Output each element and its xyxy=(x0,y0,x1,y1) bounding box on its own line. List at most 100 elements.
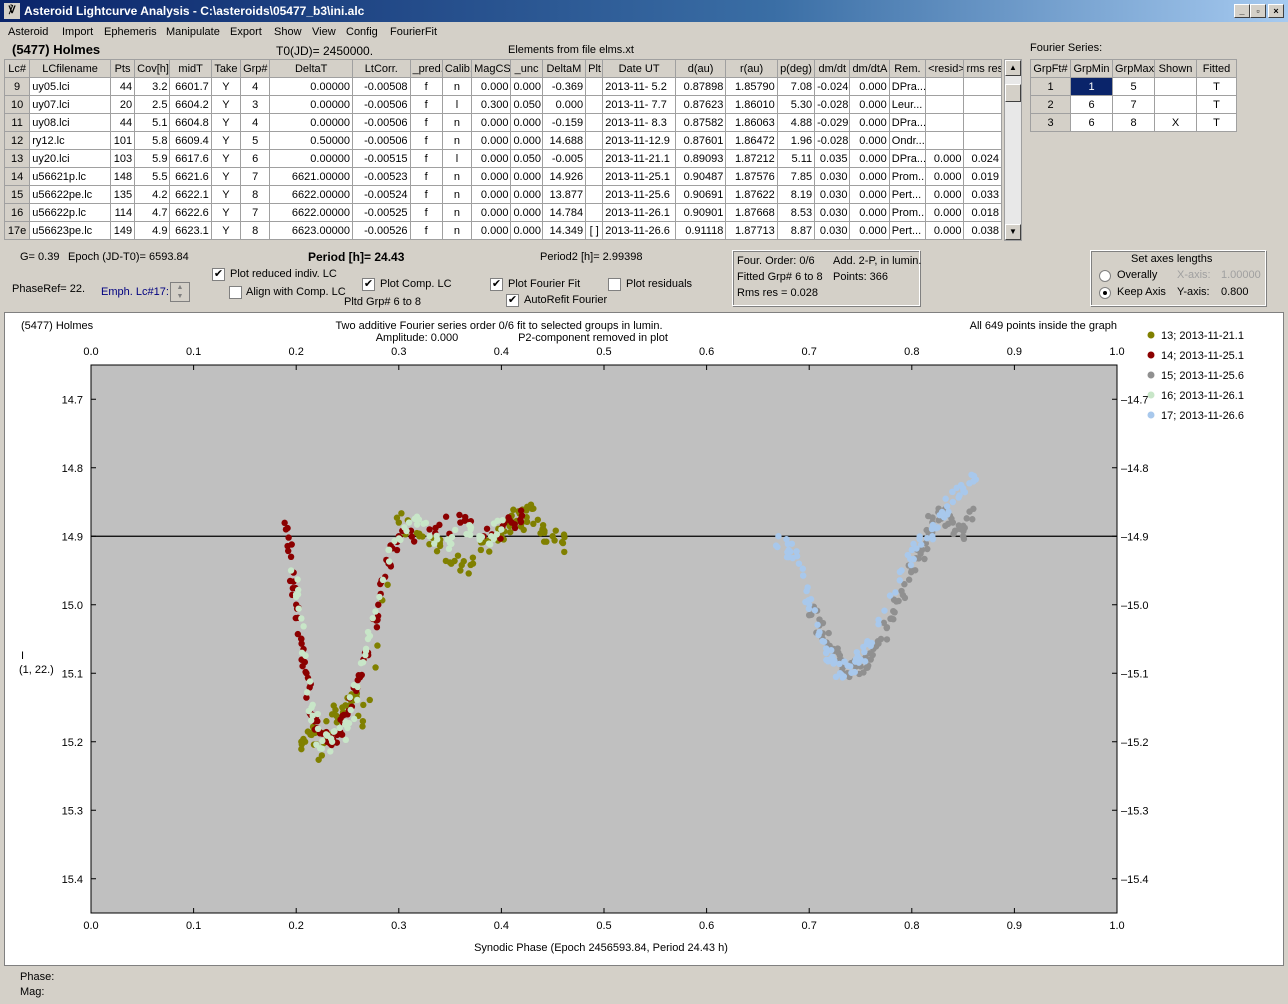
emph-spinner[interactable]: ▲ ▼ xyxy=(170,282,190,302)
lc-cell[interactable]: 1.86063 xyxy=(725,113,778,132)
lc-cell[interactable]: 0.000 xyxy=(925,167,965,186)
lc-cell[interactable]: f xyxy=(409,131,443,150)
lc-cell[interactable]: -0.00515 xyxy=(352,149,411,168)
lc-cell[interactable]: 0.00000 xyxy=(269,113,354,132)
lc-cell[interactable]: 1.85790 xyxy=(725,77,778,96)
lc-cell[interactable]: 5.1 xyxy=(134,113,171,132)
lc-cell[interactable]: DPra... xyxy=(888,113,927,132)
lc-col-header[interactable]: _unc xyxy=(510,59,543,78)
lc-cell[interactable]: 0.000 xyxy=(510,185,543,204)
lc-cell[interactable]: 7 xyxy=(240,203,271,222)
menu-config[interactable]: Config xyxy=(346,26,378,38)
lc-cell[interactable]: 0.000 xyxy=(925,185,965,204)
lc-col-header[interactable]: LtCorr. xyxy=(352,59,411,78)
lc-cell[interactable]: -0.028 xyxy=(814,131,851,150)
lc-row-header[interactable]: 15 xyxy=(4,185,31,204)
lc-cell[interactable]: f xyxy=(409,221,443,240)
lc-cell[interactable]: 44 xyxy=(109,77,136,96)
plot-residuals-checkbox[interactable] xyxy=(608,278,621,291)
lc-cell[interactable]: Ondr... xyxy=(888,131,927,150)
lc-cell[interactable]: 6622.1 xyxy=(169,185,212,204)
lc-cell[interactable]: ry12.lc xyxy=(29,131,111,150)
lc-cell[interactable] xyxy=(925,77,965,96)
lc-col-header[interactable]: d(au) xyxy=(674,59,727,78)
lc-cell[interactable]: 114 xyxy=(109,203,136,222)
scroll-down-icon[interactable]: ▼ xyxy=(1005,224,1021,240)
lc-table-scrollbar[interactable]: ▲ ▼ xyxy=(1004,59,1022,241)
lc-cell[interactable] xyxy=(585,167,604,186)
lc-cell[interactable]: 0.000 xyxy=(849,203,890,222)
keep-axis-radio[interactable] xyxy=(1099,287,1111,299)
lc-cell[interactable]: n xyxy=(441,77,473,96)
lc-cell[interactable]: 1.87713 xyxy=(725,221,778,240)
lc-cell[interactable]: 0.024 xyxy=(963,149,1002,168)
fourier-row-header[interactable]: 1 xyxy=(1030,77,1071,96)
lc-cell[interactable]: 0.000 xyxy=(471,113,512,132)
lc-cell[interactable]: -0.024 xyxy=(814,77,851,96)
lc-cell[interactable]: 4.7 xyxy=(134,203,171,222)
lc-cell[interactable]: -0.00524 xyxy=(352,185,411,204)
lc-cell[interactable]: Prom... xyxy=(888,203,927,222)
lc-row-header[interactable]: 11 xyxy=(4,113,31,132)
lc-cell[interactable]: 2013-11-26.6 xyxy=(602,221,676,240)
lc-cell[interactable] xyxy=(585,113,604,132)
lc-cell[interactable]: 2013-11-12.9 xyxy=(602,131,676,150)
lc-cell[interactable]: 0.000 xyxy=(925,149,965,168)
lc-col-header[interactable]: rms res xyxy=(963,59,1002,78)
lc-cell[interactable]: 1.96 xyxy=(776,131,816,150)
lc-cell[interactable]: 0.87601 xyxy=(674,131,727,150)
lc-col-header[interactable]: dm/dt xyxy=(814,59,851,78)
lc-col-header[interactable]: MagCS xyxy=(471,59,512,78)
lc-col-header[interactable]: midT xyxy=(169,59,212,78)
overally-radio[interactable] xyxy=(1099,270,1111,282)
lc-col-header[interactable]: r(au) xyxy=(725,59,778,78)
lc-cell[interactable]: 0.000 xyxy=(849,149,890,168)
lc-cell[interactable]: [ ] xyxy=(585,221,604,240)
lc-cell[interactable]: 4.9 xyxy=(134,221,171,240)
lc-cell[interactable]: 5 xyxy=(240,131,271,150)
lc-cell[interactable]: Y xyxy=(210,113,242,132)
lc-cell[interactable]: 0.000 xyxy=(925,221,965,240)
lc-cell[interactable]: 0.018 xyxy=(963,203,1002,222)
lc-cell[interactable] xyxy=(963,77,1002,96)
fourier-row-header[interactable]: 3 xyxy=(1030,113,1071,132)
lc-cell[interactable]: 6622.00000 xyxy=(269,185,354,204)
lc-cell[interactable]: 0.000 xyxy=(471,221,512,240)
lc-cell[interactable]: 44 xyxy=(109,113,136,132)
lc-cell[interactable]: 0.90691 xyxy=(674,185,727,204)
lc-cell[interactable]: 0.035 xyxy=(814,149,851,168)
lc-cell[interactable]: 0.300 xyxy=(471,95,512,114)
lc-table-row[interactable]: 14 u56621p.lc 148 5.5 6621.6 Y 7 6621.00000 -0.0… xyxy=(4,167,1002,186)
lc-cell[interactable]: Prom... xyxy=(888,167,927,186)
lc-cell[interactable]: 14.926 xyxy=(541,167,587,186)
lc-cell[interactable]: 2013-11-26.1 xyxy=(602,203,676,222)
autorefit-checkbox[interactable]: ✔ xyxy=(506,294,519,307)
lc-cell[interactable]: -0.00525 xyxy=(352,203,411,222)
lc-col-header[interactable]: DeltaT xyxy=(269,59,354,78)
lc-cell[interactable]: 0.90901 xyxy=(674,203,727,222)
lc-cell[interactable]: 2.5 xyxy=(134,95,171,114)
lc-col-header[interactable]: Date UT xyxy=(602,59,676,78)
lc-cell[interactable]: 6623.00000 xyxy=(269,221,354,240)
lc-cell[interactable]: 2013-11- 7.7 xyxy=(602,95,676,114)
lc-cell[interactable]: -0.369 xyxy=(541,77,587,96)
lc-cell[interactable]: 5.9 xyxy=(134,149,171,168)
lc-cell[interactable]: 4 xyxy=(240,113,271,132)
lc-cell[interactable]: 0.000 xyxy=(471,185,512,204)
lc-cell[interactable]: 6622.00000 xyxy=(269,203,354,222)
lc-cell[interactable]: 0.87582 xyxy=(674,113,727,132)
lc-cell[interactable]: 0.00000 xyxy=(269,149,354,168)
lc-row-header[interactable]: 17e xyxy=(4,221,31,240)
fourier-cell[interactable]: T xyxy=(1196,113,1237,132)
lc-cell[interactable] xyxy=(585,131,604,150)
lc-cell[interactable]: 1.86472 xyxy=(725,131,778,150)
lc-cell[interactable]: -0.00506 xyxy=(352,95,411,114)
fourier-cell[interactable]: 5 xyxy=(1112,77,1155,96)
lc-cell[interactable]: 0.000 xyxy=(849,77,890,96)
lc-cell[interactable]: 0.00000 xyxy=(269,77,354,96)
lc-cell[interactable]: f xyxy=(409,149,443,168)
lc-cell[interactable]: -0.00526 xyxy=(352,221,411,240)
lc-cell[interactable]: 0.91118 xyxy=(674,221,727,240)
lc-cell[interactable]: 1.87622 xyxy=(725,185,778,204)
